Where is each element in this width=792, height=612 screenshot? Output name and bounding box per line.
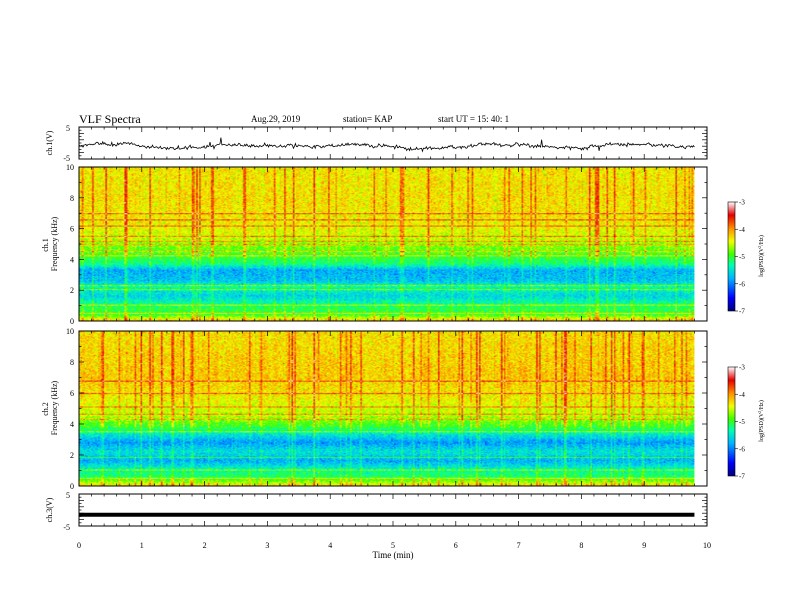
ch2-spectrogram-ytick-0: 0 — [70, 482, 74, 491]
ch2-colorbar-tick-label-3: -6 — [739, 445, 745, 453]
x-axis-label: Time (min) — [373, 550, 414, 560]
x-tick-label-0: 0 — [77, 541, 81, 550]
ch2-spectrogram-ylabel-channel: ch.2 — [41, 402, 50, 416]
ch1-spectrogram-ytick-4: 8 — [70, 194, 74, 203]
ch1-ytick-bottom: -5 — [63, 154, 70, 163]
station-label: station= KAP — [343, 114, 393, 124]
x-tick-label-8: 8 — [579, 541, 583, 550]
ch2-spectrogram-ytick-4: 8 — [70, 358, 74, 367]
tick-marks — [78, 126, 708, 527]
ch2-colorbar-label-unit: /Hz) — [758, 400, 765, 411]
ch2-colorbar-tick-label-0: -3 — [739, 364, 745, 372]
ch2-spectrogram-panel: 0 2 4 6 8 10 ch.2 Frequency (kHz) — [41, 327, 708, 491]
x-tick-label-2: 2 — [203, 541, 207, 550]
ch1-colorbar-gradient — [727, 201, 736, 312]
ch2-spectrogram-ylabel-freq: Frequency (kHz) — [50, 380, 59, 435]
x-tick-label-10: 10 — [703, 541, 711, 550]
ch1-spectrogram-ylabel-channel: ch.1 — [41, 238, 50, 252]
date-label: Aug.29, 2019 — [251, 114, 301, 124]
ch1-ylabel: ch.1(V) — [45, 130, 54, 155]
ch1-spectrogram-ytick-2: 4 — [70, 255, 74, 264]
ch2-spectrogram-yticks: 0 2 4 6 8 10 — [66, 327, 74, 491]
ch2-colorbar-ticks: -3 -4 -5 -6 -7 — [735, 364, 745, 481]
ch1-spectrogram-ylabel-freq: Frequency (kHz) — [50, 216, 59, 271]
ch2-colorbar-tick-label-2: -5 — [739, 418, 745, 426]
x-tick-label-6: 6 — [454, 541, 458, 550]
ch1-colorbar-tick-label-0: -3 — [739, 199, 745, 207]
x-tick-label-9: 9 — [642, 541, 646, 550]
ch2-spectrogram-ylabel: ch.2 Frequency (kHz) — [41, 380, 59, 435]
start-time-label: start UT = 15: 40: 1 — [438, 114, 510, 124]
ch2-colorbar-label-exponent: 2 — [757, 411, 762, 413]
x-axis-tick-labels: 0 1 2 3 4 5 6 7 8 9 10 — [77, 541, 711, 550]
ch2-colorbar: -3 -4 -5 -6 -7 log(PSD)(V2/Hz) — [727, 364, 765, 481]
ch1-colorbar-label-unit: /Hz) — [758, 235, 765, 246]
ch3-waveform-panel: 5 -5 ch.3(V) — [45, 491, 708, 532]
ch2-colorbar-label: log(PSD)(V2/Hz) — [757, 400, 765, 442]
ch1-colorbar: -3 -4 -5 -6 -7 log(PSD)(V2/Hz) — [727, 199, 765, 316]
ch2-spectrogram-image — [79, 331, 695, 486]
ch2-colorbar-tick-label-4: -7 — [739, 473, 745, 481]
ch1-colorbar-ticks: -3 -4 -5 -6 -7 — [735, 199, 745, 316]
ch1-spectrogram-ytick-0: 0 — [70, 317, 74, 326]
ch3-ylabel: ch.3(V) — [45, 497, 54, 522]
ch1-spectrogram-yticks: 0 2 4 6 8 10 — [66, 163, 74, 326]
ch1-spectrogram-ylabel: ch.1 Frequency (kHz) — [41, 216, 59, 271]
ch1-spectrogram-ytick-3: 6 — [70, 225, 74, 234]
ch1-waveform-panel: 5 -5 ch.1(V) — [45, 124, 708, 163]
x-tick-label-3: 3 — [265, 541, 269, 550]
x-tick-label-5: 5 — [391, 541, 395, 550]
ch1-colorbar-tick-label-4: -7 — [739, 308, 745, 316]
ch2-spectrogram-ytick-3: 6 — [70, 389, 74, 398]
ch1-colorbar-label: log(PSD)(V2/Hz) — [757, 235, 765, 277]
ch2-colorbar-tick-label-1: -4 — [739, 391, 745, 399]
ch1-waveform-trace — [78, 137, 695, 153]
ch2-spectrogram-ytick-1: 2 — [70, 451, 74, 460]
ch1-colorbar-tick-label-2: -5 — [739, 253, 745, 261]
ch1-colorbar-tick-label-3: -6 — [739, 280, 745, 288]
ch1-spectrogram-panel: 0 2 4 6 8 10 ch.1 Frequency (kHz) — [41, 163, 708, 326]
ch1-spectrogram-image — [79, 167, 695, 321]
x-tick-label-7: 7 — [517, 541, 521, 550]
ch1-spectrogram-ytick-5: 10 — [66, 163, 74, 172]
ch1-ytick-top: 5 — [66, 124, 70, 133]
ch2-spectrogram-ytick-5: 10 — [66, 327, 74, 336]
figure-title: VLF Spectra — [79, 112, 141, 126]
ch3-ytick-bottom: -5 — [63, 523, 70, 532]
x-tick-label-1: 1 — [140, 541, 144, 550]
ch2-colorbar-gradient — [727, 366, 736, 477]
ch1-colorbar-label-exponent: 2 — [757, 246, 762, 248]
ch1-spectrogram-ytick-1: 2 — [70, 286, 74, 295]
x-tick-label-4: 4 — [328, 541, 332, 550]
ch1-colorbar-tick-label-1: -4 — [739, 226, 745, 234]
ch2-spectrogram-ytick-2: 4 — [70, 420, 74, 429]
ch3-ytick-top: 5 — [66, 491, 70, 500]
